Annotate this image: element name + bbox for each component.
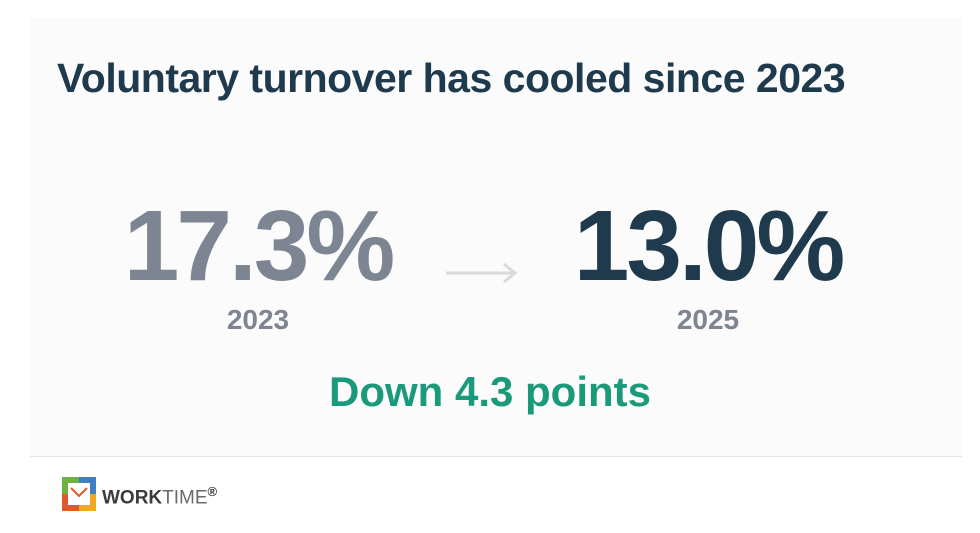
stat-year: 2023: [226, 304, 290, 335]
brand-mark: ®: [207, 484, 218, 499]
arrow: [446, 262, 518, 284]
title: Voluntary turnover has cooled since 2023: [57, 55, 846, 101]
divider: [30, 456, 962, 457]
stat-value: 17.3%: [123, 190, 396, 302]
summary: Down 4.3 points: [328, 368, 651, 415]
logo-icon: [62, 477, 96, 511]
stat-value: 13.0%: [573, 190, 846, 302]
card: [30, 18, 962, 456]
stat-year: 2025: [676, 304, 740, 335]
brand-light: TIME: [162, 487, 208, 509]
brand-bold: WORK: [102, 487, 163, 509]
stat-after: 13.0% 2025: [528, 196, 888, 336]
stat-before: 17.3% 2023: [78, 196, 438, 336]
brand: WORKTIME®: [102, 484, 217, 509]
